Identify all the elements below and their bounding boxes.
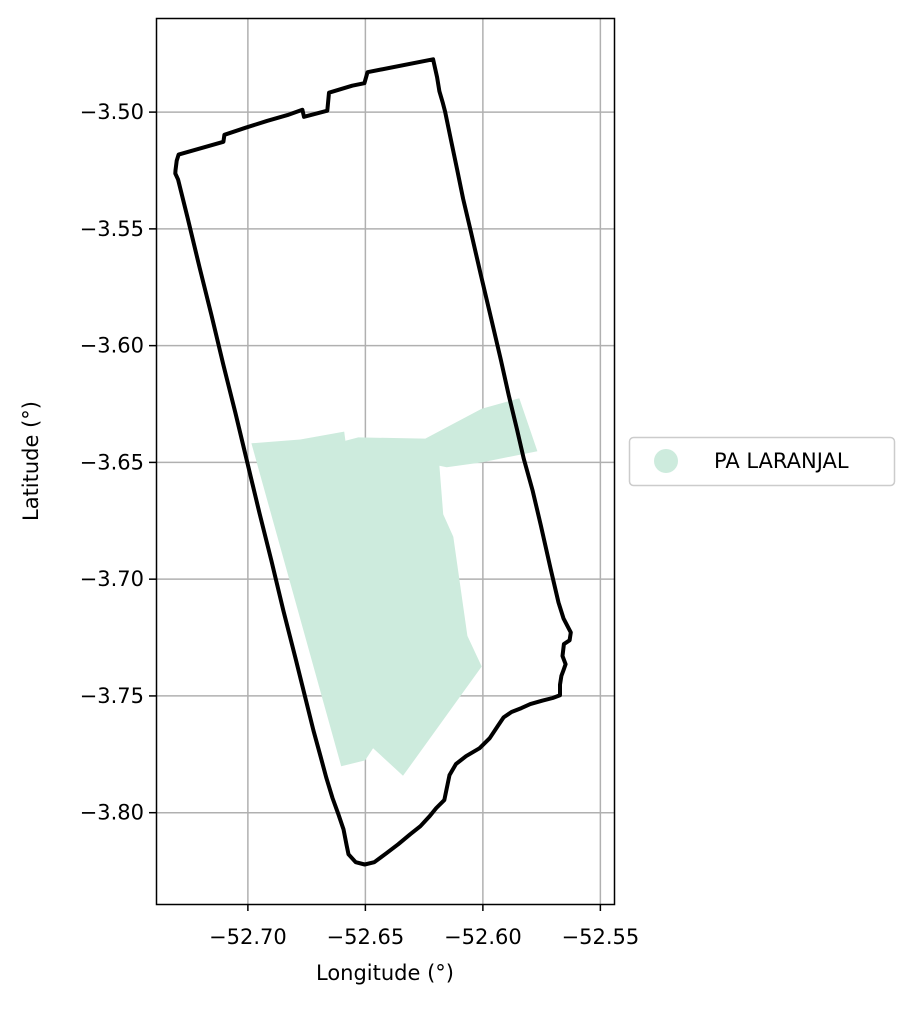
- y-tick-label: −3.70: [80, 567, 144, 591]
- y-tick-label: −3.50: [80, 100, 144, 124]
- x-axis-ticks: −52.70 −52.65 −52.60 −52.55: [209, 904, 639, 949]
- y-tick-label: −3.60: [80, 334, 144, 358]
- plot-frame: [155, 17, 616, 906]
- x-tick-label: −52.65: [327, 925, 405, 949]
- y-tick-label: −3.65: [80, 450, 144, 474]
- protected-areas: [251, 398, 538, 776]
- y-axis-ticks: −3.50 −3.55 −3.60 −3.65 −3.70 −3.75 −3.80: [80, 100, 156, 825]
- municipality-boundary: [173, 57, 573, 867]
- x-axis-label: Longitude (°): [316, 961, 454, 985]
- legend-marker: [654, 449, 678, 473]
- legend-frame: [628, 436, 896, 487]
- x-tick-label: −52.70: [209, 925, 287, 949]
- x-tick-label: −52.60: [444, 925, 522, 949]
- area-pa-laranjal: [251, 398, 538, 776]
- legend: PA LARANJAL: [628, 436, 896, 487]
- y-axis-label: Latitude (°): [19, 401, 43, 521]
- boundary-line: [173, 57, 573, 867]
- y-tick-label: −3.75: [80, 684, 144, 708]
- y-tick-label: −3.80: [80, 801, 144, 825]
- legend-label: PA LARANJAL: [714, 449, 849, 473]
- y-tick-label: −3.55: [80, 217, 144, 241]
- x-tick-label: −52.55: [562, 925, 640, 949]
